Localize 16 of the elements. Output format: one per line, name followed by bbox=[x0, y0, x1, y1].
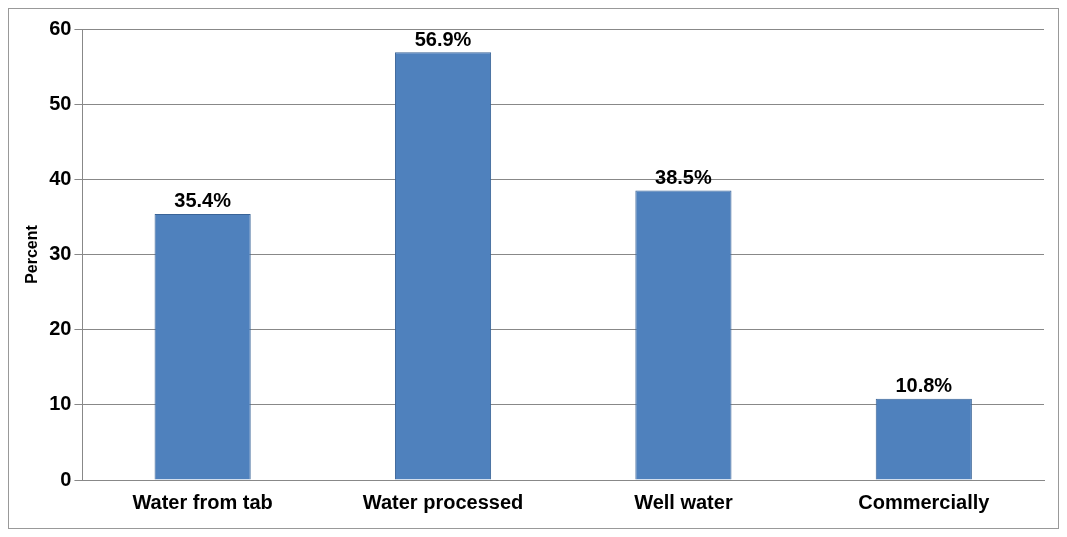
y-tick-label: 20 bbox=[49, 317, 72, 340]
y-tick-label: 60 bbox=[49, 16, 72, 39]
data-label: 10.8% bbox=[895, 374, 953, 397]
x-tick-label: Well water bbox=[634, 490, 733, 513]
x-tick-label: Commercially bbox=[858, 490, 991, 513]
data-label: 35.4% bbox=[174, 189, 232, 212]
y-tick-label: 50 bbox=[49, 91, 72, 114]
x-tick-label: Water processed bbox=[362, 490, 524, 513]
y-axis-title: Percent bbox=[23, 224, 41, 284]
y-tick-label: 0 bbox=[60, 467, 72, 490]
y-tick-label: 10 bbox=[49, 392, 72, 415]
y-tick-label: 40 bbox=[49, 166, 72, 189]
data-label: 38.5% bbox=[655, 166, 712, 189]
data-label: 56.9% bbox=[414, 27, 472, 50]
y-tick-label: 30 bbox=[49, 242, 72, 265]
x-tick-label: Water from tab bbox=[132, 490, 273, 513]
